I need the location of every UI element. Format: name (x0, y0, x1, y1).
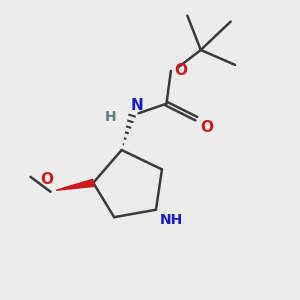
Text: N: N (130, 98, 143, 113)
Text: H: H (105, 110, 117, 124)
Text: O: O (200, 120, 213, 135)
Polygon shape (56, 179, 94, 190)
Text: NH: NH (160, 213, 183, 227)
Text: O: O (40, 172, 53, 187)
Text: O: O (175, 63, 188, 78)
